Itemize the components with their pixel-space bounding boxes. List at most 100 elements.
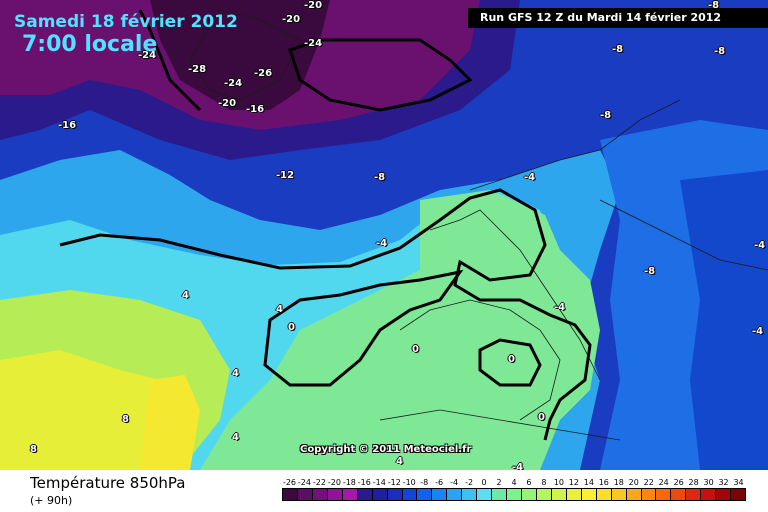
scale-swatch xyxy=(611,489,627,500)
scale-swatch xyxy=(447,489,463,500)
isotherm-label: -4 xyxy=(524,172,536,183)
scale-tick-label: -16 xyxy=(357,478,371,487)
scale-swatch xyxy=(507,489,522,500)
color-scale: -26 -24 -22 -20 -18 -16 -14 -12 -10 -8 -6 -4 -2 0 2 4 6 8… xyxy=(282,478,746,501)
scale-tick-label: -22 xyxy=(312,478,326,487)
coastlines xyxy=(189,9,768,441)
scale-swatch xyxy=(641,489,657,500)
isotherm-minus-20 xyxy=(138,9,202,112)
model-run-info: Run GFS 12 Z du Mardi 14 février 2012 xyxy=(468,8,768,28)
scale-swatch xyxy=(417,489,433,500)
isotherm-label: -4 xyxy=(754,240,766,251)
temperature-map: -20 -20 -24 -24 -28 -24 -26 -20 -16 -16 … xyxy=(0,0,768,470)
isotherms xyxy=(59,9,592,441)
isotherm-label: 4 xyxy=(276,304,283,315)
isotherm-label: -4 xyxy=(554,302,566,313)
isotherm-label: -4 xyxy=(376,238,388,249)
scale-swatch xyxy=(387,489,403,500)
isotherm-label: -20 xyxy=(218,98,237,109)
scale-swatch xyxy=(566,489,582,500)
warmest-zone xyxy=(140,375,200,470)
scale-swatch xyxy=(477,489,493,500)
scale-swatch xyxy=(372,489,388,500)
scale-tick-label: 26 xyxy=(673,478,684,487)
scale-tick-label: 28 xyxy=(688,478,699,487)
scale-swatch xyxy=(626,489,642,500)
scale-tick-label: -26 xyxy=(282,478,297,487)
scale-tick-label: -20 xyxy=(327,478,341,487)
isotherm-label: 4 xyxy=(182,290,189,301)
scale-tick-label: 20 xyxy=(628,478,639,487)
isotherm-label: 0 xyxy=(538,412,545,423)
scale-swatch xyxy=(716,489,732,500)
scale-tick-label: 6 xyxy=(526,478,532,487)
scale-tick-label: 4 xyxy=(511,478,517,487)
scale-swatch xyxy=(492,489,508,500)
scale-swatch xyxy=(462,489,478,500)
isotherm-label: -20 xyxy=(304,0,323,11)
scale-tick-label: 16 xyxy=(598,478,609,487)
scale-tick-label: 8 xyxy=(541,478,547,487)
isotherm-label: 4 xyxy=(232,432,239,443)
isotherm-label: 8 xyxy=(122,414,129,425)
scale-tick-label: 14 xyxy=(583,478,594,487)
isotherm-label: -4 xyxy=(752,326,764,337)
isotherm-label: 0 xyxy=(508,354,515,365)
scale-swatch xyxy=(283,489,298,500)
scale-tick-label: 18 xyxy=(613,478,624,487)
isotherm-label: -12 xyxy=(276,170,295,181)
chart-footer: Température 850hPa (+ 90h) -26 -24 -22 -20-… xyxy=(0,470,768,512)
scale-bar xyxy=(282,488,746,501)
scale-tick-label: 32 xyxy=(718,478,729,487)
scale-swatch xyxy=(357,489,373,500)
scale-swatch xyxy=(402,489,418,500)
isotherm-label: -8 xyxy=(714,46,726,57)
scale-swatch xyxy=(327,489,343,500)
scale-swatch xyxy=(731,489,746,500)
scale-swatch xyxy=(551,489,567,500)
scale-tick-label: -2 xyxy=(465,478,474,487)
copyright-notice: Copyright © 2011 Meteociel.fr xyxy=(300,444,472,455)
scale-swatch xyxy=(656,489,672,500)
scale-tick-label: -6 xyxy=(435,478,444,487)
isotherm-zero-west xyxy=(263,269,464,387)
scale-tick-label: 10 xyxy=(553,478,564,487)
lead-time: (+ 90h) xyxy=(30,494,73,507)
scale-tick-label: -18 xyxy=(342,478,356,487)
scale-tick-label: 22 xyxy=(643,478,654,487)
scale-swatch xyxy=(686,489,702,500)
scale-swatch xyxy=(581,489,597,500)
scale-tick-label: -24 xyxy=(297,478,311,487)
isotherm-label: 0 xyxy=(412,344,419,355)
isotherm-label: -24 xyxy=(138,50,157,61)
forecast-date: Samedi 18 février 2012 xyxy=(14,12,238,32)
scale-swatch xyxy=(522,489,537,500)
scale-tick-label: 12 xyxy=(568,478,579,487)
isotherm-minus-24 xyxy=(288,38,473,112)
scale-swatch xyxy=(701,489,717,500)
isotherm-label: -8 xyxy=(644,266,656,277)
greenland-coldest xyxy=(150,0,330,110)
scale-tick-label: 24 xyxy=(658,478,669,487)
scale-tick-label: -12 xyxy=(387,478,401,487)
isotherm-label: -8 xyxy=(600,110,612,121)
parameter-title: Température 850hPa xyxy=(30,474,186,492)
isotherm-label: -16 xyxy=(246,104,265,115)
warmer-zone xyxy=(0,350,170,470)
scale-tick-label: 34 xyxy=(733,478,744,487)
isotherm-label: -24 xyxy=(304,38,323,49)
far-east-cold xyxy=(680,170,768,470)
scale-tick-label: -4 xyxy=(450,478,459,487)
isotherm-zero-italy xyxy=(478,338,542,387)
scale-swatch xyxy=(312,489,328,500)
scale-tick-labels: -26 -24 -22 -20 -18 -16 -14 -12 -10 -8 -6 -4 -2 0 2 4 6 8… xyxy=(282,478,746,488)
scale-swatch xyxy=(342,489,358,500)
isotherm-label: -8 xyxy=(612,44,624,55)
scale-tick-label: 30 xyxy=(703,478,714,487)
isotherm-label: -4 xyxy=(512,462,524,470)
isotherm-label: 8 xyxy=(30,444,37,455)
isotherm-label: 4 xyxy=(396,456,403,467)
scale-swatch xyxy=(432,489,448,500)
scale-tick-label: -14 xyxy=(372,478,386,487)
